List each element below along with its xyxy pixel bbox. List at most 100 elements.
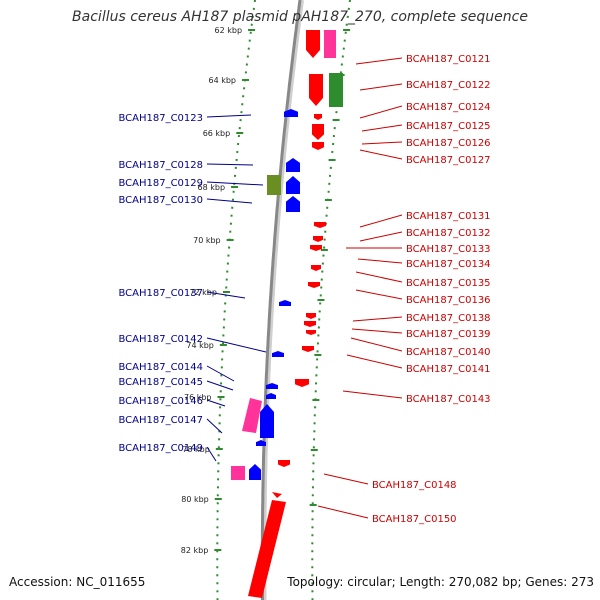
label-leader — [206, 114, 252, 118]
gene-pink — [242, 398, 262, 433]
label-leader — [206, 291, 246, 299]
gene-forward — [302, 346, 314, 352]
tick-label: 72 kbp — [189, 288, 217, 297]
label-leader — [359, 214, 403, 228]
tick-label: 78 kbp — [182, 445, 210, 454]
gene-forward — [309, 74, 323, 106]
label-leader — [206, 365, 235, 382]
gene-forward — [306, 313, 316, 319]
tick-label: 74 kbp — [186, 341, 214, 350]
gene-label: BCAH187_C0140 — [406, 347, 491, 358]
gene-forward — [306, 30, 320, 58]
label-leader — [352, 316, 403, 322]
label-leader — [357, 258, 403, 264]
gene-label: BCAH187_C0142 — [118, 334, 203, 345]
gene-label: BCAH187_C0131 — [406, 211, 491, 222]
label-leader — [206, 399, 226, 407]
gene-label: BCAH187_C0144 — [118, 362, 203, 373]
gene-label: BCAH187_C0133 — [406, 244, 491, 255]
label-leader — [323, 473, 369, 485]
label-leader — [359, 231, 403, 242]
tick-label: 68 kbp — [198, 183, 226, 192]
gene-forward — [306, 330, 316, 335]
label-leader — [206, 337, 267, 353]
gene-label: BCAH187_C0146 — [118, 396, 203, 407]
gene-olive — [267, 175, 281, 195]
label-leader — [350, 337, 403, 352]
gene-reverse — [286, 176, 300, 194]
gene-pink — [231, 466, 245, 480]
gene-label: BCAH187_C0129 — [118, 178, 203, 189]
label-leader — [317, 505, 369, 519]
gene-forward — [278, 460, 290, 467]
gene-label: BCAH187_C0132 — [406, 228, 491, 239]
gene-label: BCAH187_C0124 — [406, 102, 491, 113]
label-leader — [359, 105, 403, 119]
gene-label: BCAH187_C0148 — [372, 480, 457, 491]
label-leader — [206, 163, 254, 166]
gene-forward — [314, 114, 322, 120]
label-leader — [206, 198, 253, 204]
label-leader — [342, 390, 403, 399]
gene-reverse — [256, 440, 266, 446]
gene-forward — [311, 265, 321, 271]
gene-reverse — [286, 196, 300, 212]
gene-green — [329, 73, 343, 107]
topology-text: Topology: circular; Length: 270,082 bp; … — [287, 575, 594, 589]
gene-label: BCAH187_C0143 — [406, 394, 491, 405]
label-leader — [355, 289, 403, 300]
label-leader — [355, 57, 403, 65]
label-leader — [346, 354, 403, 369]
gene-label: BCAH187_C0149 — [118, 443, 203, 454]
gene-reverse — [286, 158, 300, 172]
gene-reverse — [266, 393, 276, 399]
gene-label: BCAH187_C0137 — [118, 288, 203, 299]
gene-label: BCAH187_C0134 — [406, 259, 491, 270]
label-leader — [206, 380, 234, 391]
gene-label: BCAH187_C0145 — [118, 377, 203, 388]
gene-label: BCAH187_C0135 — [406, 278, 491, 289]
gene-reverse — [266, 383, 278, 389]
tick-label: 82 kbp — [181, 546, 209, 555]
label-leader — [206, 446, 217, 462]
gene-label: BCAH187_C0139 — [406, 329, 491, 340]
gene-label: BCAH187_C0136 — [406, 295, 491, 306]
label-leader — [351, 328, 403, 334]
gene-forward — [310, 245, 322, 251]
gene-label: BCAH187_C0141 — [406, 364, 491, 375]
gene-label: BCAH187_C0125 — [406, 121, 491, 132]
gene-reverse — [260, 404, 274, 438]
gene-forward — [312, 124, 324, 140]
label-leader — [206, 181, 264, 186]
outer-left-ring — [216, 0, 256, 600]
gene-label: BCAH187_C0123 — [118, 113, 203, 124]
accession-text: Accession: NC_011655 — [9, 575, 146, 589]
gene-pink — [324, 30, 336, 58]
gene-label: BCAH187_C0122 — [406, 80, 491, 91]
gene-reverse — [279, 300, 291, 306]
label-leader — [361, 124, 403, 132]
label-leader — [359, 149, 403, 160]
map-title: Bacillus cereus AH187 plasmid pAH187_270… — [72, 9, 528, 25]
tick-label: 66 kbp — [203, 129, 231, 138]
gene-label: BCAH187_C0127 — [406, 155, 491, 166]
gene-reverse — [284, 109, 298, 117]
gene-label: BCAH187_C0150 — [372, 514, 457, 525]
gene-reverse — [249, 464, 261, 480]
gene-forward — [308, 282, 320, 288]
tick-label: 62 kbp — [215, 26, 243, 35]
tick-label: 64 kbp — [208, 76, 236, 85]
backbone-arc — [260, 0, 302, 600]
label-leader — [355, 271, 403, 283]
label-leader — [206, 418, 223, 434]
gene-label: BCAH187_C0130 — [118, 195, 203, 206]
gene-forward — [313, 236, 323, 242]
label-leader — [361, 141, 403, 145]
gene-forward — [272, 492, 282, 498]
label-leader — [359, 83, 403, 91]
gene-forward — [312, 142, 324, 150]
tick-label: 80 kbp — [181, 495, 209, 504]
gene-label: BCAH187_C0128 — [118, 160, 203, 171]
gene-label: BCAH187_C0138 — [406, 313, 491, 324]
